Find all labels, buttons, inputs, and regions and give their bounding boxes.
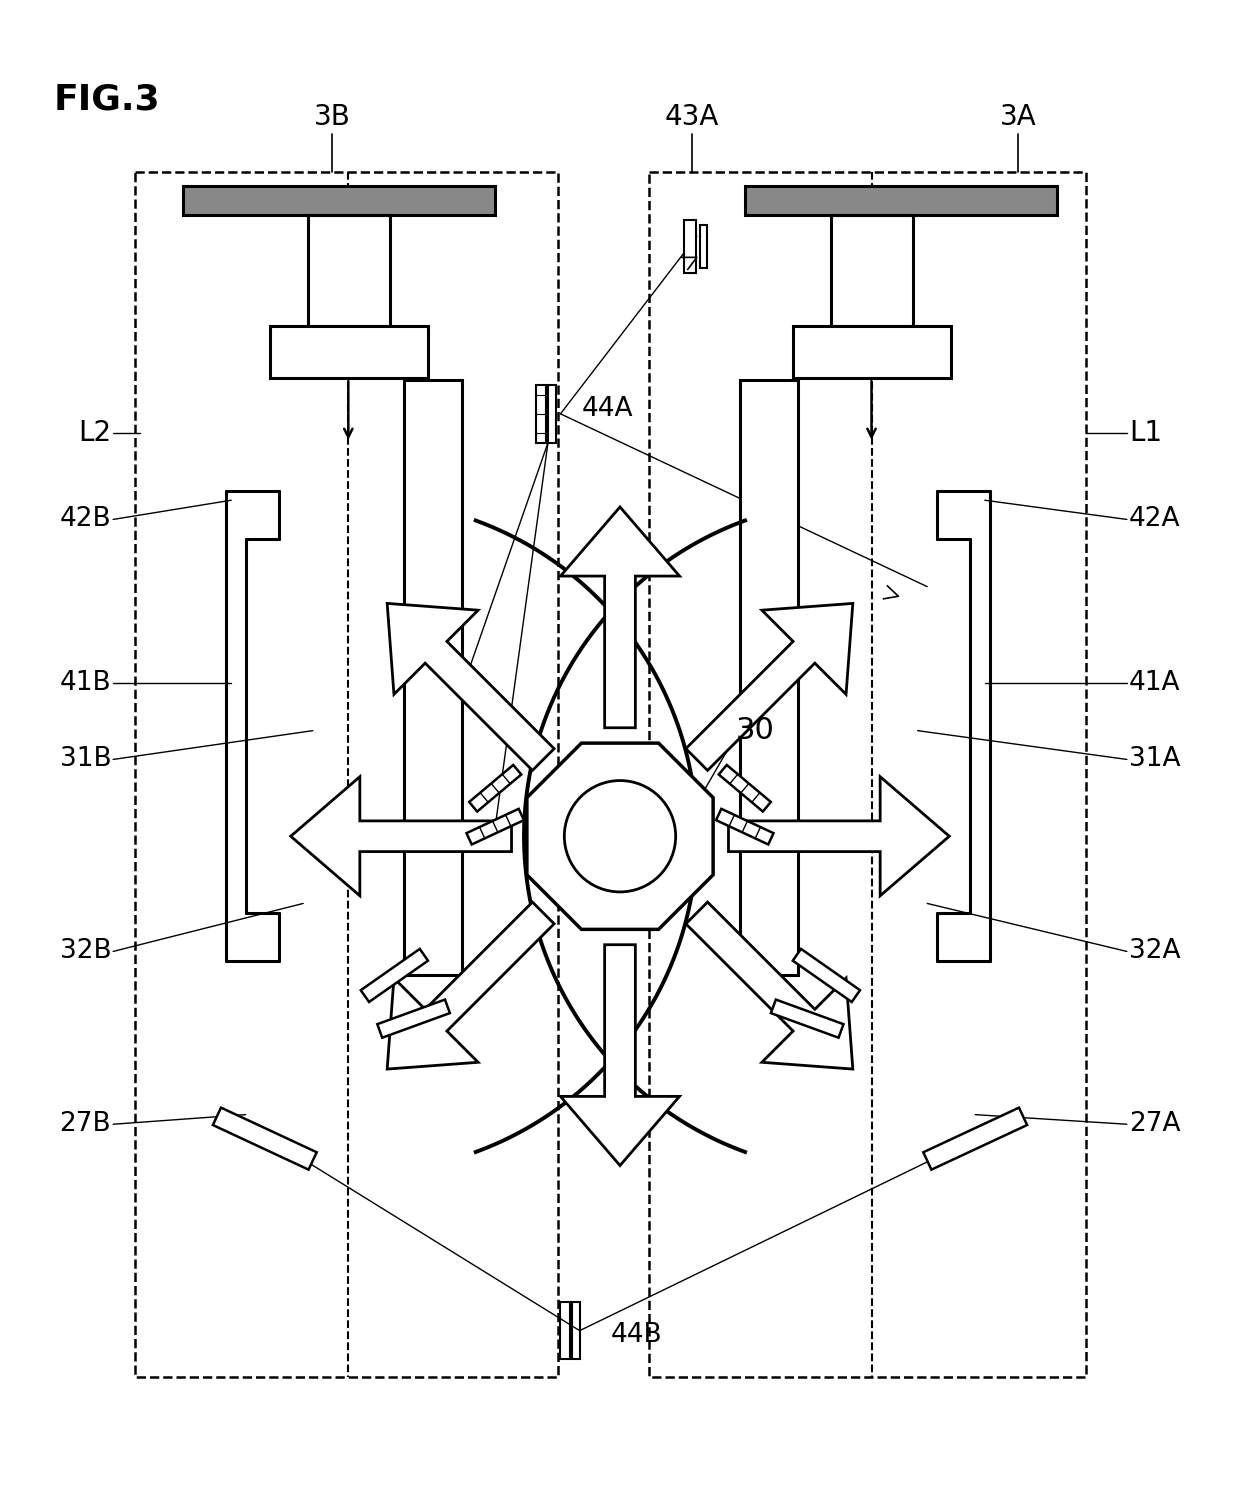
Text: 32B: 32B xyxy=(60,938,112,964)
Polygon shape xyxy=(527,743,713,930)
Text: 31A: 31A xyxy=(1128,746,1180,773)
Text: 27B: 27B xyxy=(60,1112,112,1137)
Polygon shape xyxy=(560,507,680,728)
Bar xyxy=(699,225,707,269)
Bar xyxy=(184,186,495,215)
Text: L2: L2 xyxy=(78,419,112,448)
Polygon shape xyxy=(686,903,853,1070)
Text: 42B: 42B xyxy=(60,506,112,533)
Bar xyxy=(560,1303,570,1359)
Bar xyxy=(792,949,861,1003)
Circle shape xyxy=(564,780,676,892)
Bar xyxy=(377,1000,450,1038)
Bar xyxy=(135,172,558,1377)
Bar xyxy=(745,186,1056,215)
Bar xyxy=(684,219,696,273)
Polygon shape xyxy=(728,777,950,895)
Bar xyxy=(792,325,951,379)
Bar xyxy=(548,385,556,443)
Polygon shape xyxy=(387,603,554,770)
Bar xyxy=(831,215,913,325)
Bar xyxy=(213,1107,316,1170)
Polygon shape xyxy=(686,603,853,770)
Bar xyxy=(184,186,495,215)
Bar xyxy=(469,765,521,812)
Bar xyxy=(715,809,774,844)
Text: 31B: 31B xyxy=(60,746,112,773)
Polygon shape xyxy=(290,777,512,895)
Text: 3B: 3B xyxy=(314,103,351,131)
Bar xyxy=(269,325,428,379)
Text: 42A: 42A xyxy=(1128,506,1180,533)
Text: 41A: 41A xyxy=(1128,670,1180,695)
Bar xyxy=(466,809,525,844)
Text: 30: 30 xyxy=(735,716,774,745)
Bar xyxy=(719,765,771,812)
Text: FIG.3: FIG.3 xyxy=(53,82,160,116)
Text: 27A: 27A xyxy=(1128,1112,1180,1137)
Polygon shape xyxy=(387,903,554,1070)
Bar xyxy=(771,1000,843,1038)
Bar xyxy=(308,215,389,325)
Text: 3A: 3A xyxy=(999,103,1037,131)
Bar xyxy=(572,1303,579,1359)
Text: L1: L1 xyxy=(1128,419,1162,448)
Bar xyxy=(745,186,1056,215)
Bar xyxy=(924,1107,1027,1170)
Bar xyxy=(740,380,797,976)
Bar xyxy=(361,949,428,1003)
Text: 41B: 41B xyxy=(60,670,112,695)
Text: 43A: 43A xyxy=(665,103,719,131)
Bar xyxy=(649,172,1085,1377)
Text: 32A: 32A xyxy=(1128,938,1180,964)
Text: 44A: 44A xyxy=(582,395,634,422)
Polygon shape xyxy=(560,944,680,1165)
Bar xyxy=(537,385,546,443)
Text: 44B: 44B xyxy=(610,1322,662,1349)
Bar xyxy=(404,380,461,976)
